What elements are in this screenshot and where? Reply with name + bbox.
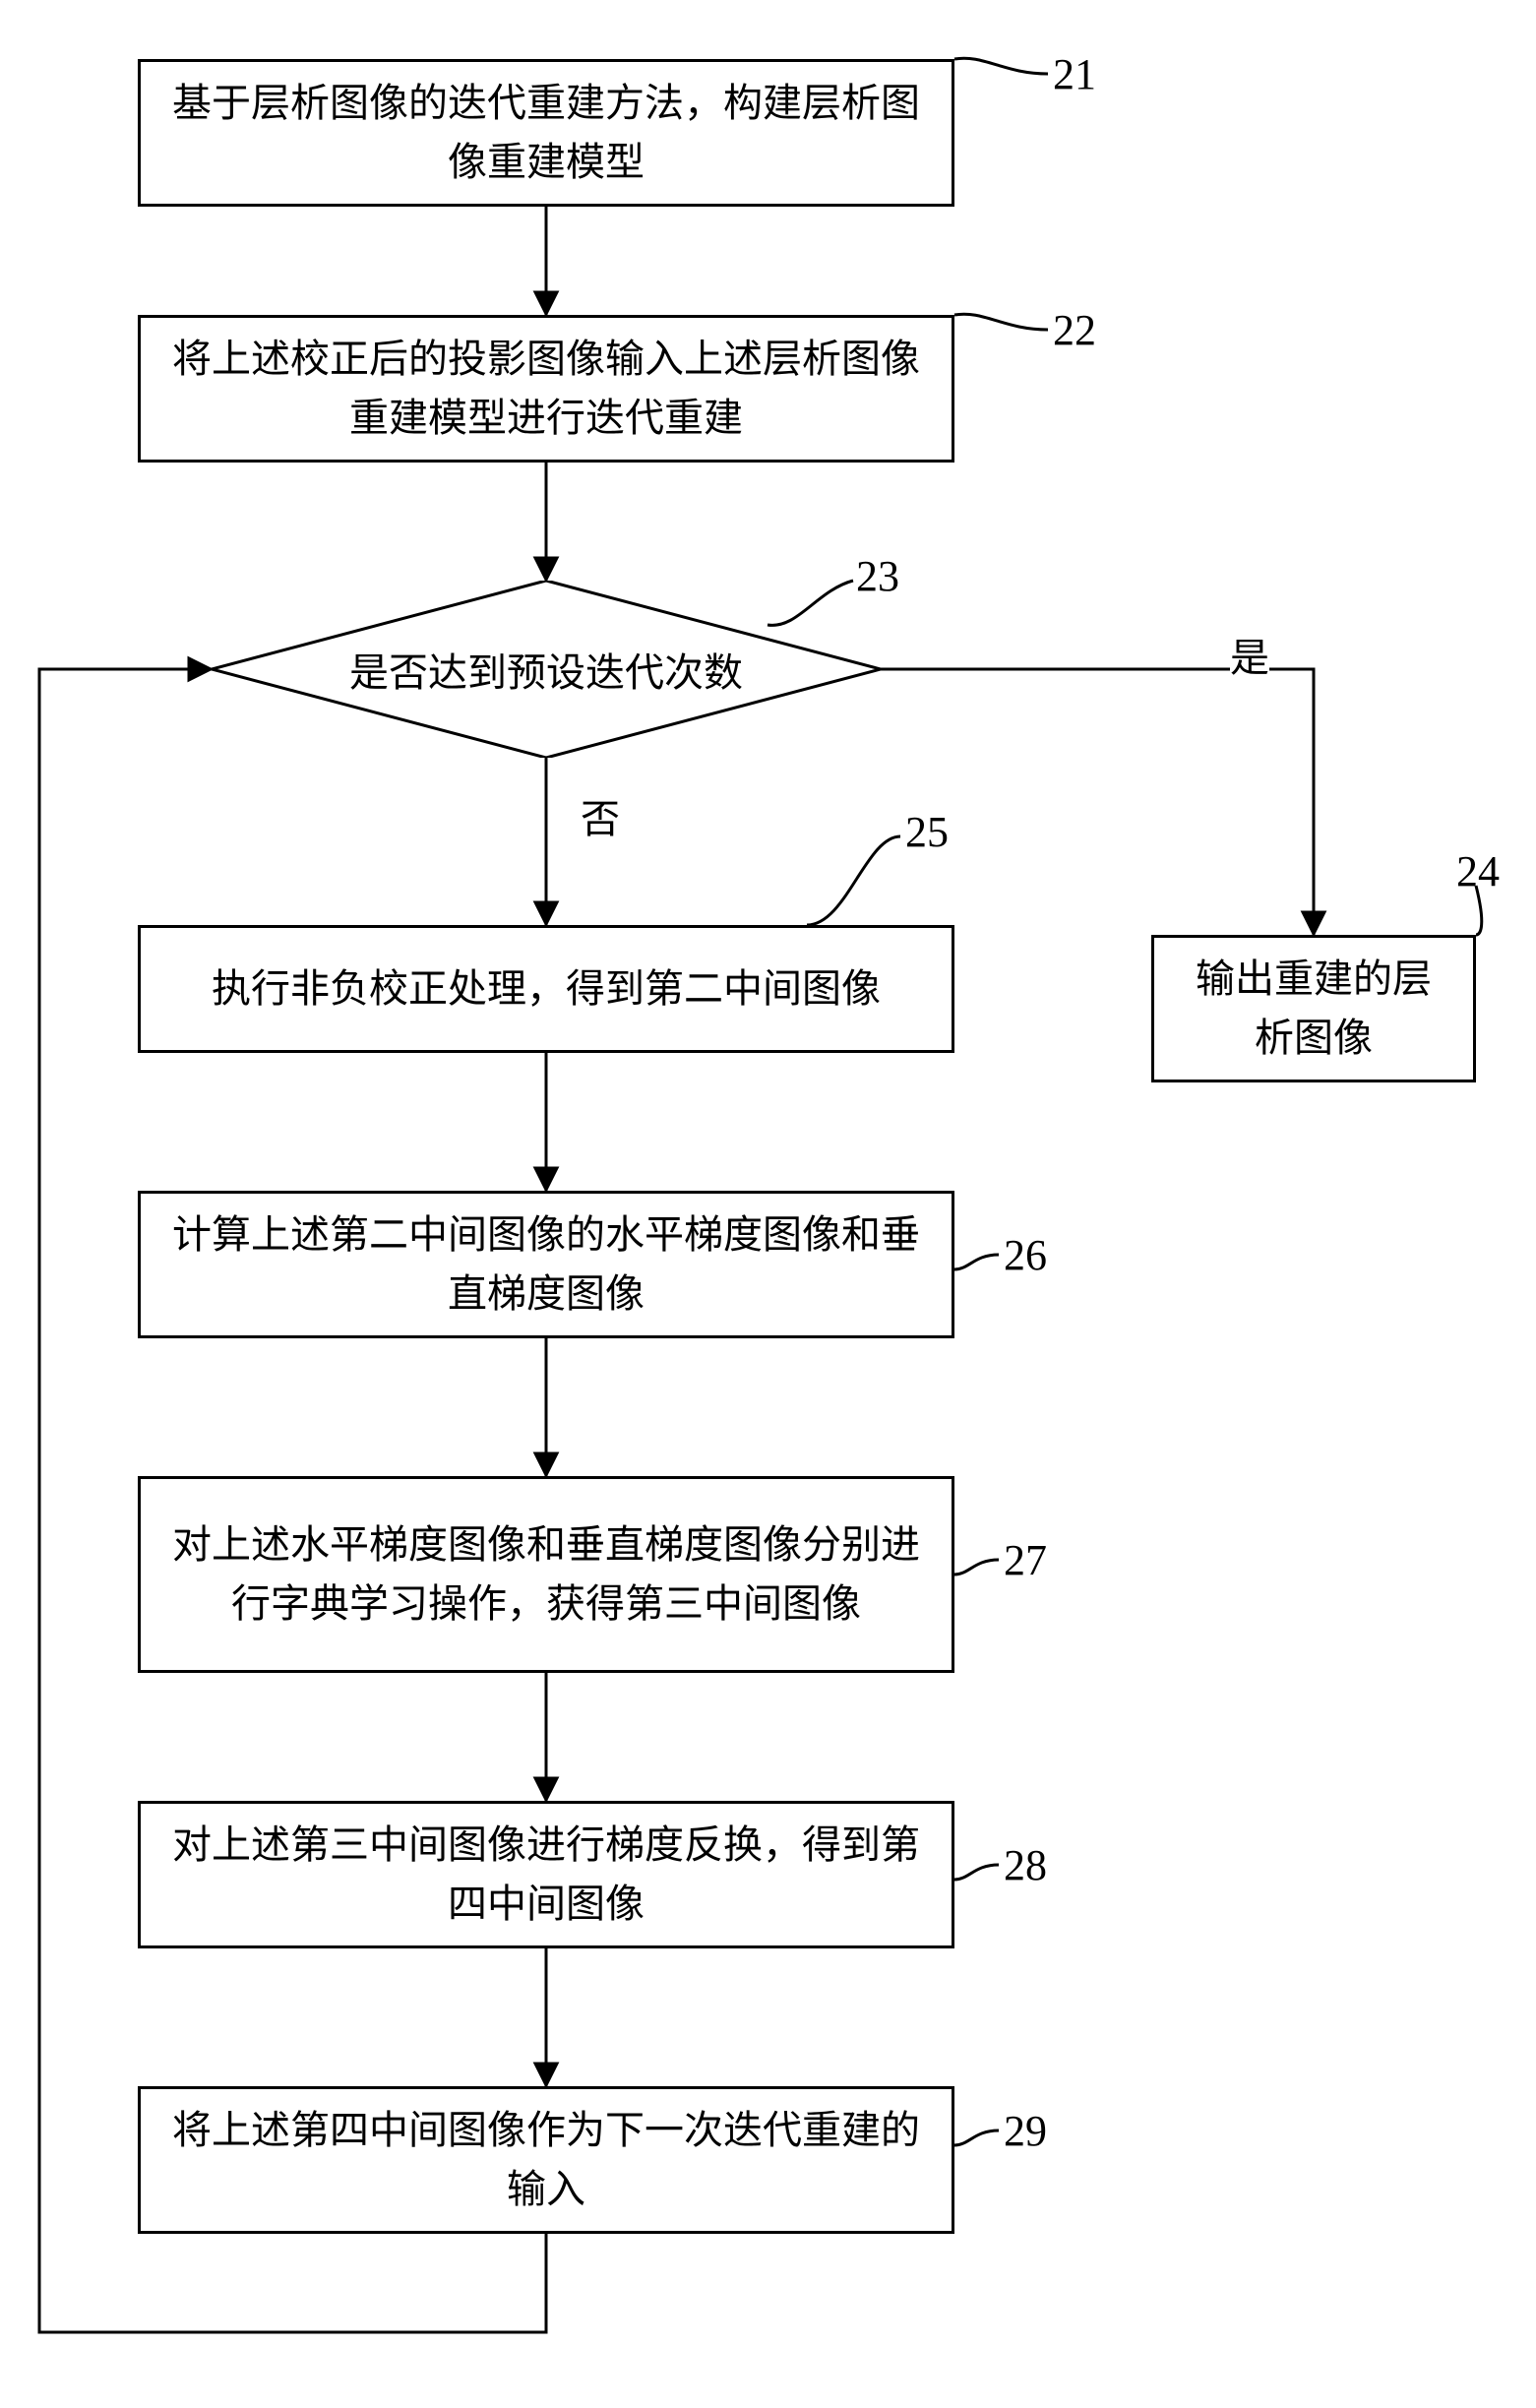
label-26: 26 <box>1004 1230 1047 1280</box>
step-22-box: 将上述校正后的投影图像输入上述层析图像重建模型进行迭代重建 <box>138 315 954 463</box>
step-28-text: 对上述第三中间图像进行梯度反换，得到第四中间图像 <box>164 1816 928 1934</box>
label-29: 29 <box>1004 2106 1047 2156</box>
flowchart-canvas: 基于层析图像的迭代重建方法，构建层析图像重建模型 将上述校正后的投影图像输入上述… <box>0 0 1536 2408</box>
step-27-text: 对上述水平梯度图像和垂直梯度图像分别进行字典学习操作，获得第三中间图像 <box>164 1515 928 1634</box>
step-21-text: 基于层析图像的迭代重建方法，构建层析图像重建模型 <box>164 74 928 192</box>
step-27-box: 对上述水平梯度图像和垂直梯度图像分别进行字典学习操作，获得第三中间图像 <box>138 1476 954 1673</box>
leader-27 <box>954 1560 999 1574</box>
label-28: 28 <box>1004 1840 1047 1890</box>
leader-25 <box>807 836 900 925</box>
label-25: 25 <box>905 807 949 857</box>
label-23: 23 <box>856 551 899 601</box>
step-22-text: 将上述校正后的投影图像输入上述层析图像重建模型进行迭代重建 <box>164 330 928 448</box>
leader-22 <box>954 314 1048 330</box>
step-25-text: 执行非负校正处理，得到第二中间图像 <box>212 959 881 1019</box>
leader-28 <box>954 1865 999 1880</box>
step-28-box: 对上述第三中间图像进行梯度反换，得到第四中间图像 <box>138 1801 954 1948</box>
step-29-box: 将上述第四中间图像作为下一次迭代重建的输入 <box>138 2086 954 2234</box>
decision-23: 是否达到预设迭代次数 <box>212 581 881 758</box>
step-24-box: 输出重建的层析图像 <box>1151 935 1476 1082</box>
leader-29 <box>954 2130 999 2145</box>
leader-26 <box>954 1255 999 1269</box>
label-27: 27 <box>1004 1535 1047 1585</box>
step-21-box: 基于层析图像的迭代重建方法，构建层析图像重建模型 <box>138 59 954 207</box>
edge-label-yes: 是 <box>1230 626 1269 683</box>
label-21: 21 <box>1053 49 1096 99</box>
step-25-box: 执行非负校正处理，得到第二中间图像 <box>138 925 954 1053</box>
leader-21 <box>954 58 1048 74</box>
decision-23-text: 是否达到预设迭代次数 <box>349 641 743 698</box>
arrow-23-24 <box>881 669 1314 935</box>
step-26-box: 计算上述第二中间图像的水平梯度图像和垂直梯度图像 <box>138 1191 954 1338</box>
label-24: 24 <box>1456 846 1500 896</box>
step-24-text: 输出重建的层析图像 <box>1178 950 1449 1068</box>
step-26-text: 计算上述第二中间图像的水平梯度图像和垂直梯度图像 <box>164 1205 928 1324</box>
step-29-text: 将上述第四中间图像作为下一次迭代重建的输入 <box>164 2101 928 2219</box>
label-22: 22 <box>1053 305 1096 355</box>
edge-label-no: 否 <box>581 787 620 844</box>
